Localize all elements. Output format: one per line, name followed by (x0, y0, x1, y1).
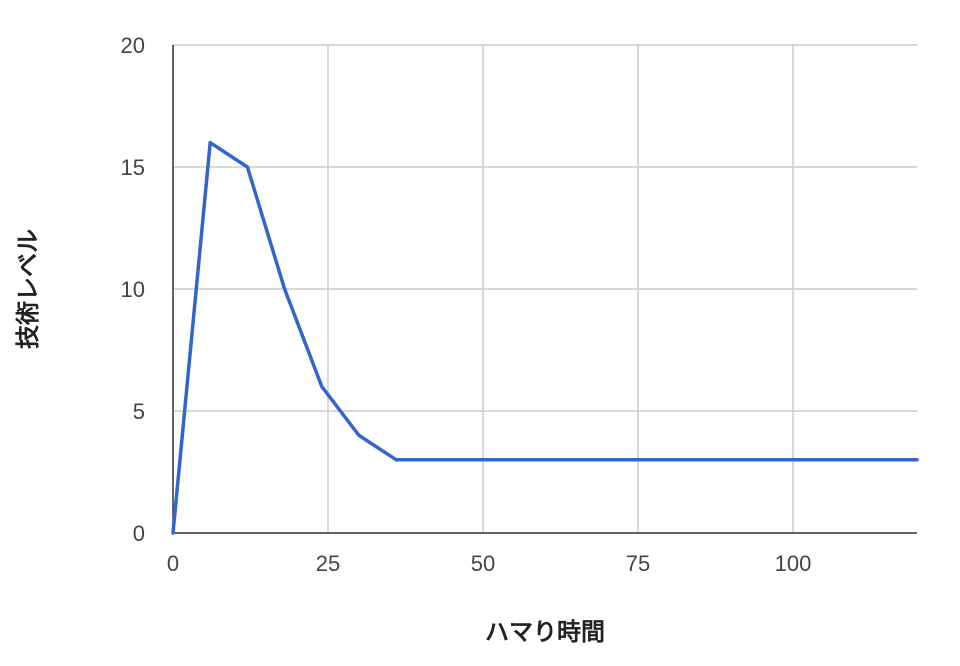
x-tick-label: 100 (775, 551, 812, 576)
axes (172, 45, 917, 534)
x-tick-label: 50 (471, 551, 495, 576)
x-tick-label: 75 (626, 551, 650, 576)
y-tick-label: 0 (133, 521, 145, 546)
series-line (171, 140, 919, 535)
x-tick-label: 0 (167, 551, 179, 576)
y-axis-title: 技術レベル (14, 229, 42, 349)
series-group (171, 140, 919, 535)
y-axis-ticks: 0 5 10 15 20 (121, 33, 145, 546)
y-tick-label: 10 (121, 277, 145, 302)
x-axis-ticks: 0 25 50 75 100 (167, 551, 811, 576)
y-tick-label: 15 (121, 155, 145, 180)
x-tick-label: 25 (316, 551, 340, 576)
x-axis-title: ハマり時間 (485, 618, 605, 646)
y-tick-label: 5 (133, 399, 145, 424)
y-tick-label: 20 (121, 33, 145, 58)
grid-lines (173, 44, 917, 533)
